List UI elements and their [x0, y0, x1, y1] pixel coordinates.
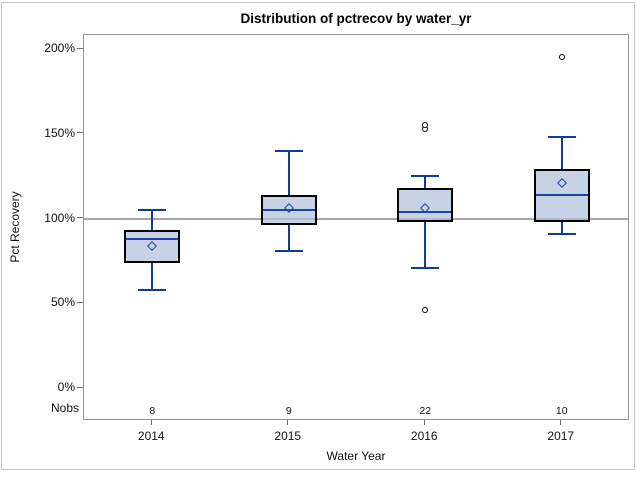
outlier-point: [558, 54, 565, 61]
box: [397, 187, 454, 222]
y-tick-label: 200%: [44, 41, 75, 55]
nobs-value: 10: [555, 405, 568, 417]
nobs-value: 22: [419, 405, 432, 417]
plot-area: 8 9 22 10: [83, 34, 629, 420]
nobs-value: 9: [285, 405, 292, 417]
reference-line: [84, 217, 628, 220]
whisker-cap-high: [411, 175, 440, 178]
y-tick-mark: [77, 217, 83, 218]
whisker-upper-line: [151, 210, 154, 231]
x-tick-mark: [423, 420, 425, 425]
median-line: [399, 210, 452, 213]
chart-title: Distribution of pctrecov by water_yr: [240, 11, 472, 26]
y-axis-title: Pct Recovery: [8, 191, 22, 263]
whisker-upper-line: [560, 137, 563, 170]
whisker-cap-low: [547, 232, 576, 235]
y-tick-label: 150%: [44, 125, 75, 140]
median-line: [535, 193, 588, 196]
y-tick-mark: [77, 301, 83, 303]
whisker-cap-high: [138, 209, 167, 212]
box: [124, 230, 181, 263]
median-line: [126, 237, 179, 240]
whisker-lower-line: [287, 225, 290, 251]
y-tick-mark: [77, 132, 83, 134]
x-tick-label: 2015: [274, 429, 302, 443]
y-tick-label: 50%: [50, 295, 75, 310]
x-tick-mark: [560, 420, 562, 425]
whisker-lower-line: [560, 221, 563, 234]
whisker-upper-line: [287, 150, 290, 195]
x-tick-label: 2017: [547, 429, 575, 443]
whisker-cap-high: [547, 136, 576, 139]
whisker-upper-line: [424, 176, 427, 188]
nobs-row-label: Nobs: [50, 401, 79, 415]
x-axis-title: Water Year: [326, 449, 386, 463]
y-tick-mark: [77, 386, 83, 388]
nobs-value: 8: [149, 405, 156, 417]
y-tick-label: 0%: [57, 380, 75, 394]
whisker-lower-line: [151, 262, 154, 290]
whisker-cap-low: [138, 288, 167, 291]
x-tick-mark: [287, 420, 289, 425]
y-tick-label: 100%: [44, 210, 75, 225]
whisker-cap-low: [411, 266, 440, 269]
x-tick-mark: [150, 420, 152, 425]
x-tick-label: 2016: [410, 429, 438, 443]
outlier-point: [422, 122, 429, 129]
whisker-cap-low: [274, 249, 303, 252]
median-line: [262, 209, 315, 212]
y-tick-mark: [77, 47, 83, 49]
whisker-cap-high: [274, 149, 303, 152]
x-tick-label: 2014: [137, 429, 165, 443]
outlier-point: [422, 307, 429, 314]
whisker-lower-line: [424, 221, 427, 268]
